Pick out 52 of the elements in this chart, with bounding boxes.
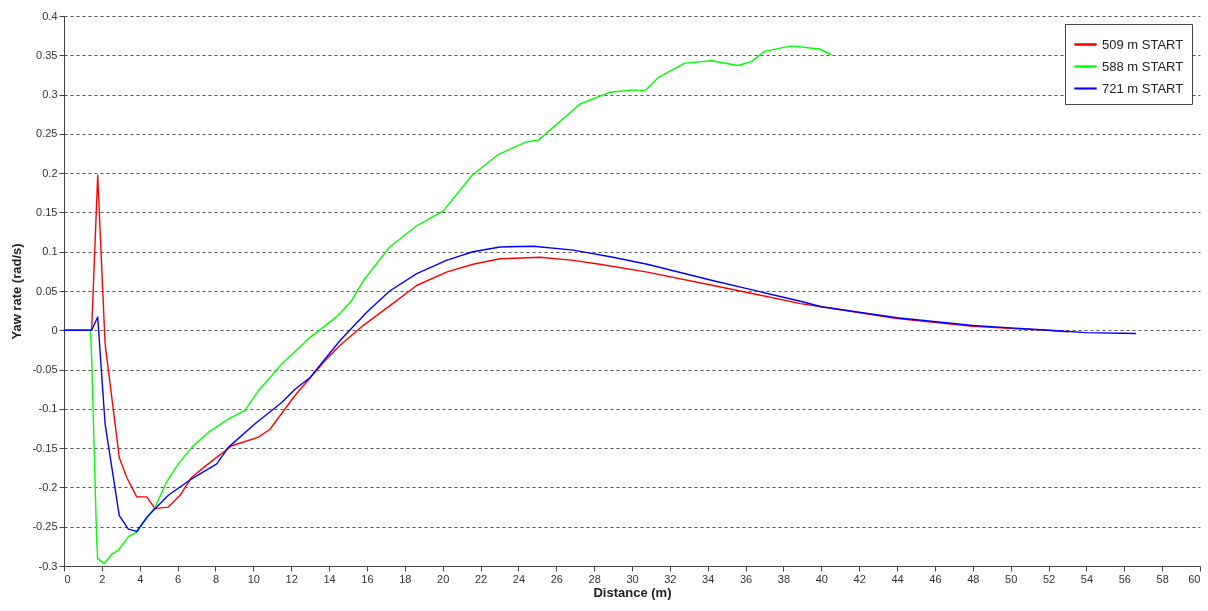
x-tick-label: 34 <box>702 572 715 585</box>
y-tick-label: 0.1 <box>42 245 58 258</box>
y-tick-label: 0.25 <box>36 127 58 140</box>
y-tick-label: 0.05 <box>36 284 58 297</box>
y-tick-label: 0.2 <box>42 166 58 179</box>
legend-label: 588 m START <box>1102 58 1184 74</box>
x-tick-label: 24 <box>512 572 526 585</box>
y-tick-label: 0 <box>51 323 58 336</box>
y-tick-label: 0.4 <box>42 9 58 22</box>
x-tick-label: 22 <box>474 572 488 585</box>
x-tick-label: 42 <box>853 572 866 585</box>
x-tick-label: 10 <box>247 572 260 585</box>
x-tick-label: 54 <box>1080 572 1094 585</box>
x-tick-label: 32 <box>664 572 677 585</box>
x-axis-title: Distance (m) <box>593 584 672 600</box>
y-tick-label: 0.15 <box>36 205 58 218</box>
x-tick-label: 48 <box>967 572 980 585</box>
x-tick-label: 12 <box>285 572 298 585</box>
x-tick-label: 36 <box>739 572 753 585</box>
y-tick-label: -0.15 <box>32 441 58 454</box>
y-tick-label: 0.35 <box>36 48 58 61</box>
x-tick-label: 40 <box>815 572 828 585</box>
y-tick-label: 0.3 <box>42 88 58 101</box>
x-tick-label: 2 <box>99 572 106 585</box>
x-tick-label: 0 <box>64 572 71 585</box>
x-tick-label: 28 <box>588 572 601 585</box>
y-tick-label: -0.3 <box>38 559 58 572</box>
x-tick-label: 8 <box>212 572 220 585</box>
x-tick-label: 16 <box>361 572 374 585</box>
x-tick-label: 60 <box>1188 572 1201 585</box>
x-tick-label: 46 <box>929 572 942 585</box>
x-tick-label: 56 <box>1118 572 1131 585</box>
legend-label: 509 m START <box>1102 36 1184 52</box>
y-tick-label: -0.1 <box>38 402 58 415</box>
line-series <box>63 245 1137 533</box>
x-tick-label: 30 <box>626 572 639 585</box>
y-tick-label: -0.05 <box>32 363 58 376</box>
x-tick-label: 6 <box>175 572 182 585</box>
y-tick-label: -0.2 <box>38 480 58 493</box>
x-tick-label: 52 <box>1042 572 1056 585</box>
x-tick-label: 38 <box>777 572 791 585</box>
x-tick-label: 44 <box>891 572 904 585</box>
x-tick-label: 50 <box>1005 572 1018 585</box>
x-tick-label: 20 <box>437 572 450 585</box>
y-tick-label: -0.25 <box>32 520 58 533</box>
y-axis-title: Yaw rate (rad/s) <box>9 243 25 340</box>
x-tick-label: 58 <box>1156 572 1169 585</box>
x-tick-label: 18 <box>399 572 412 585</box>
x-tick-label: 26 <box>550 572 563 585</box>
legend-label: 721 m START <box>1102 80 1184 96</box>
x-tick-label: 4 <box>137 572 144 585</box>
x-tick-label: 14 <box>323 572 336 585</box>
